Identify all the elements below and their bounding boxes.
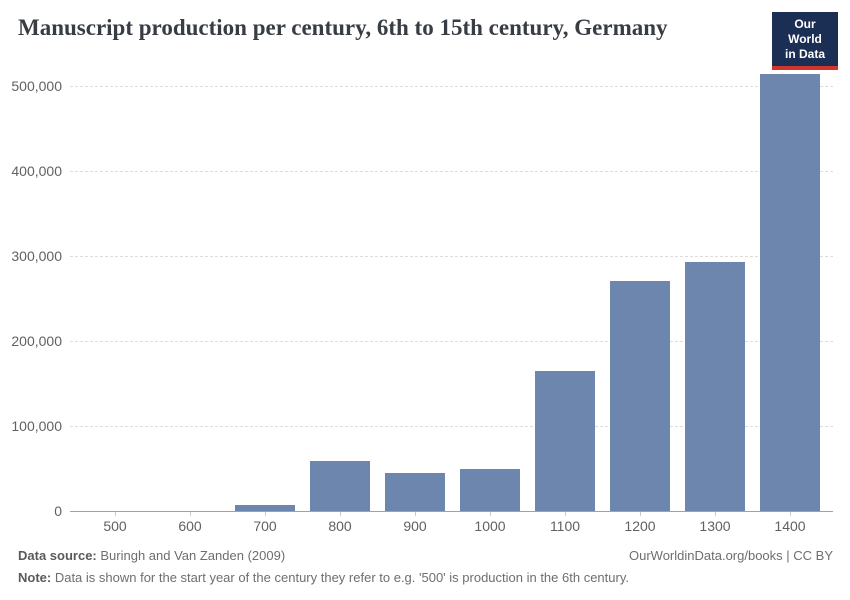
chart-title: Manuscript production per century, 6th t…	[18, 15, 668, 40]
x-axis-tick-label: 1400	[774, 518, 806, 534]
x-axis-tick	[115, 512, 116, 516]
x-axis-tick-label: 600	[178, 518, 202, 534]
x-axis-tick	[715, 512, 716, 516]
footer-note-text: Data is shown for the start year of the …	[51, 570, 629, 585]
bar-1200	[610, 281, 670, 511]
x-axis-tick	[415, 512, 416, 516]
y-gridline	[70, 426, 833, 427]
x-axis-line	[70, 511, 833, 512]
y-gridline	[70, 256, 833, 257]
x-axis-tick-label: 1200	[624, 518, 656, 534]
y-axis-tick-label: 200,000	[11, 333, 62, 349]
y-axis-tick-label: 500,000	[11, 78, 62, 94]
bar-700	[235, 505, 295, 511]
bar-1400	[760, 74, 820, 511]
y-gridline	[70, 341, 833, 342]
bar-1100	[535, 371, 595, 511]
bar-800	[310, 461, 370, 511]
y-gridline	[70, 171, 833, 172]
y-axis-tick-label: 100,000	[11, 418, 62, 434]
x-axis-tick	[790, 512, 791, 516]
footer-attribution: OurWorldinData.org/books | CC BY	[629, 548, 833, 563]
y-axis-tick-label: 0	[54, 503, 62, 519]
x-axis-tick-label: 1300	[699, 518, 731, 534]
owid-logo-line1: Our World	[788, 17, 822, 46]
y-axis-tick-label: 300,000	[11, 248, 62, 264]
footer-source-text: Buringh and Van Zanden (2009)	[96, 548, 286, 563]
x-axis-tick-label: 1100	[549, 518, 581, 534]
bar-900	[385, 473, 445, 511]
x-axis-tick	[490, 512, 491, 516]
x-axis-tick	[190, 512, 191, 516]
x-axis-tick-label: 900	[403, 518, 427, 534]
footer-source: Data source: Buringh and Van Zanden (200…	[18, 548, 285, 563]
x-axis-tick-label: 700	[253, 518, 277, 534]
bar-1000	[460, 469, 520, 511]
y-gridline	[70, 86, 833, 87]
x-axis-tick-label: 500	[103, 518, 127, 534]
footer-note-label: Note:	[18, 570, 52, 585]
owid-logo-line2: in Data	[784, 47, 825, 61]
footer-source-label: Data source:	[18, 548, 97, 563]
x-axis-tick	[640, 512, 641, 516]
x-axis-tick	[565, 512, 566, 516]
x-axis-tick	[340, 512, 341, 516]
footer-note: Note: Data is shown for the start year o…	[18, 570, 629, 585]
bar-1300	[685, 262, 745, 511]
y-axis-tick-label: 400,000	[11, 163, 62, 179]
owid-logo: Our World in Data	[772, 12, 838, 70]
x-axis-tick-label: 800	[328, 518, 352, 534]
x-axis-tick	[265, 512, 266, 516]
x-axis-tick-label: 1000	[474, 518, 506, 534]
